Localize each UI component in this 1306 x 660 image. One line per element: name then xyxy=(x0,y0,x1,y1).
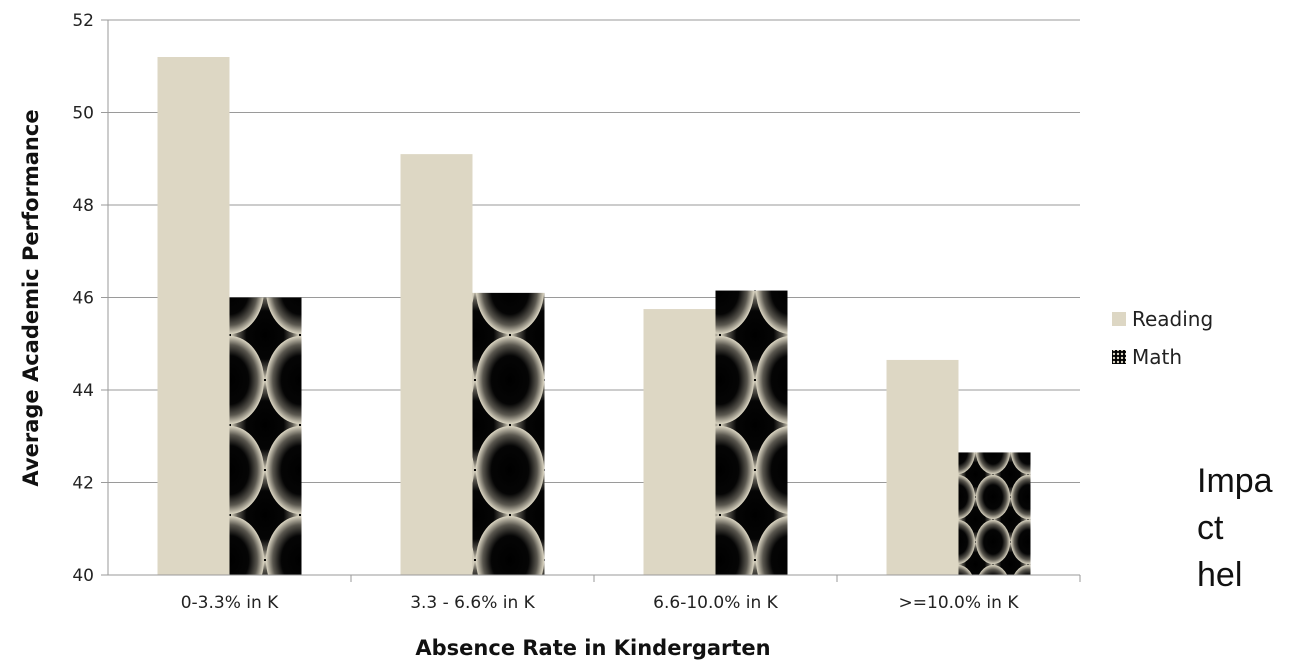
y-tick-label: 46 xyxy=(72,289,94,309)
bar-math xyxy=(958,452,1031,575)
bar-math xyxy=(472,292,545,575)
side-text: Impa ct hel xyxy=(1197,462,1273,594)
axes: 40 42 44 46 48 50 52 0-3.3% in K 3.3 - 6.6% in K… xyxy=(72,11,1081,613)
y-tick-label: 42 xyxy=(72,474,94,494)
x-tick-label: 6.6-10.0% in K xyxy=(653,593,778,613)
x-tick-label: >=10.0% in K xyxy=(899,593,1020,613)
bar-reading xyxy=(643,309,716,575)
bar-reading xyxy=(157,57,230,575)
y-tick-label: 52 xyxy=(72,11,94,31)
bar-reading xyxy=(886,359,959,575)
x-axis-title: Absence Rate in Kindergarten xyxy=(415,636,770,660)
bar-math xyxy=(715,290,788,575)
bars xyxy=(157,57,1031,575)
x-tick-label: 3.3 - 6.6% in K xyxy=(410,593,535,613)
side-text-line: hel xyxy=(1197,556,1242,594)
bar-math xyxy=(229,297,302,575)
x-tick-label: 0-3.3% in K xyxy=(181,593,279,613)
y-tick-label: 40 xyxy=(72,566,94,586)
y-tick-label: 50 xyxy=(72,104,94,124)
legend-label-reading: Reading xyxy=(1132,307,1213,331)
side-text-line: Impa xyxy=(1197,462,1273,500)
y-axis-title: Average Academic Performance xyxy=(19,109,43,486)
bar-reading xyxy=(400,154,473,575)
legend-swatch-reading xyxy=(1112,312,1126,326)
legend-swatch-math xyxy=(1112,350,1126,364)
y-tick-label: 48 xyxy=(72,196,94,216)
y-tick-label: 44 xyxy=(72,381,94,401)
legend: Reading Math xyxy=(1112,307,1213,369)
legend-label-math: Math xyxy=(1132,345,1182,369)
side-text-line: ct xyxy=(1197,509,1224,547)
